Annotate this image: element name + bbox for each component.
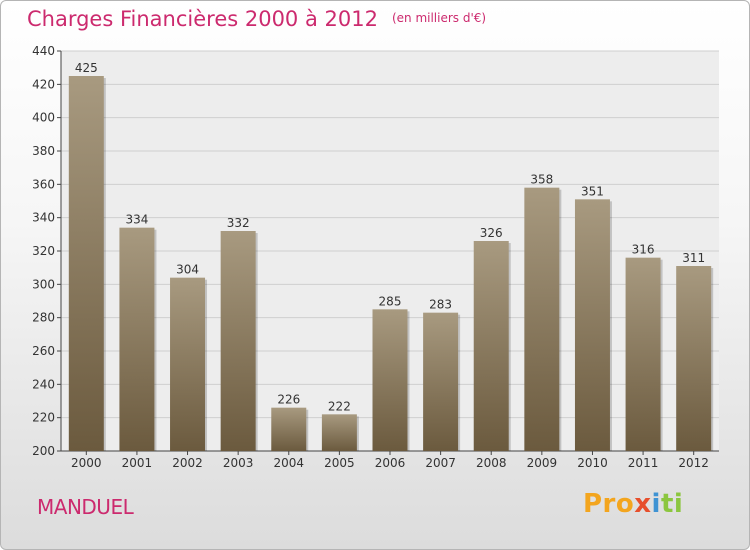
bars — [68, 76, 714, 451]
value-label: 311 — [682, 251, 705, 265]
bar-2004 — [271, 407, 307, 451]
bar-2012 — [676, 266, 712, 451]
x-tick-label: 2010 — [577, 456, 608, 470]
chart-title-text: Charges Financières 2000 à 2012 — [27, 7, 378, 31]
logo-part-1: Pro — [583, 489, 635, 519]
x-tick-label: 2000 — [71, 456, 102, 470]
y-tick-label: 220 — [32, 411, 55, 425]
y-tick-label: 260 — [32, 344, 55, 358]
logo-part-4: ti — [660, 489, 684, 519]
bar-2009 — [524, 187, 560, 451]
value-label: 316 — [632, 243, 655, 257]
bar-2007 — [423, 312, 459, 451]
axes: 200 220 240 260 280 300 320 340 360 380 400 420 440 2… — [32, 44, 719, 470]
chart-title: Charges Financières 2000 à 2012 (en milli… — [27, 7, 486, 31]
y-tick-label: 240 — [32, 377, 55, 391]
y-tick-label: 440 — [32, 44, 55, 58]
bar-2005 — [321, 414, 357, 451]
x-tick-label: 2002 — [172, 456, 203, 470]
x-tick-label: 2009 — [527, 456, 558, 470]
bar-2011 — [625, 257, 661, 451]
commune-name: MANDUEL — [37, 495, 134, 519]
value-labels: 425 334 304 332 226 222 285 283 326 358 351 316 311 — [75, 61, 705, 413]
value-label: 358 — [530, 173, 553, 187]
value-label: 283 — [429, 298, 452, 312]
bar-2001 — [119, 227, 155, 451]
x-tick-label: 2011 — [628, 456, 659, 470]
y-tick-label: 420 — [32, 77, 55, 91]
bar-2010 — [574, 199, 610, 451]
x-tick-label: 2006 — [375, 456, 406, 470]
value-label: 425 — [75, 61, 98, 75]
value-label: 304 — [176, 263, 199, 277]
proxiti-logo: Proxiti — [583, 489, 683, 519]
x-tick-label: 2005 — [324, 456, 355, 470]
x-tick-label: 2004 — [273, 456, 304, 470]
bar-2003 — [220, 231, 256, 451]
chart-subtitle: (en milliers d'€) — [391, 11, 487, 25]
y-tick-label: 200 — [32, 444, 55, 458]
value-label: 226 — [277, 393, 300, 407]
y-tick-label: 340 — [32, 211, 55, 225]
logo-part-3: i — [651, 489, 661, 519]
bar-2008 — [473, 241, 509, 451]
y-tick-label: 300 — [32, 277, 55, 291]
y-tick-label: 320 — [32, 244, 55, 258]
value-label: 351 — [581, 184, 604, 198]
x-tick-label: 2012 — [678, 456, 709, 470]
logo-part-2: x — [634, 489, 652, 519]
bar-2000 — [68, 76, 104, 451]
bar-2002 — [170, 277, 206, 451]
value-label: 326 — [480, 226, 503, 240]
x-tick-label: 2007 — [425, 456, 456, 470]
value-label: 334 — [125, 213, 148, 227]
value-label: 332 — [227, 216, 250, 230]
y-tick-label: 400 — [32, 111, 55, 125]
x-tick-label: 2008 — [476, 456, 507, 470]
value-label: 285 — [379, 294, 402, 308]
y-tick-label: 380 — [32, 144, 55, 158]
x-tick-label: 2003 — [223, 456, 254, 470]
value-label: 222 — [328, 399, 351, 413]
y-tick-label: 360 — [32, 177, 55, 191]
bar-2006 — [372, 309, 408, 451]
x-tick-label: 2001 — [122, 456, 153, 470]
y-tick-label: 280 — [32, 311, 55, 325]
